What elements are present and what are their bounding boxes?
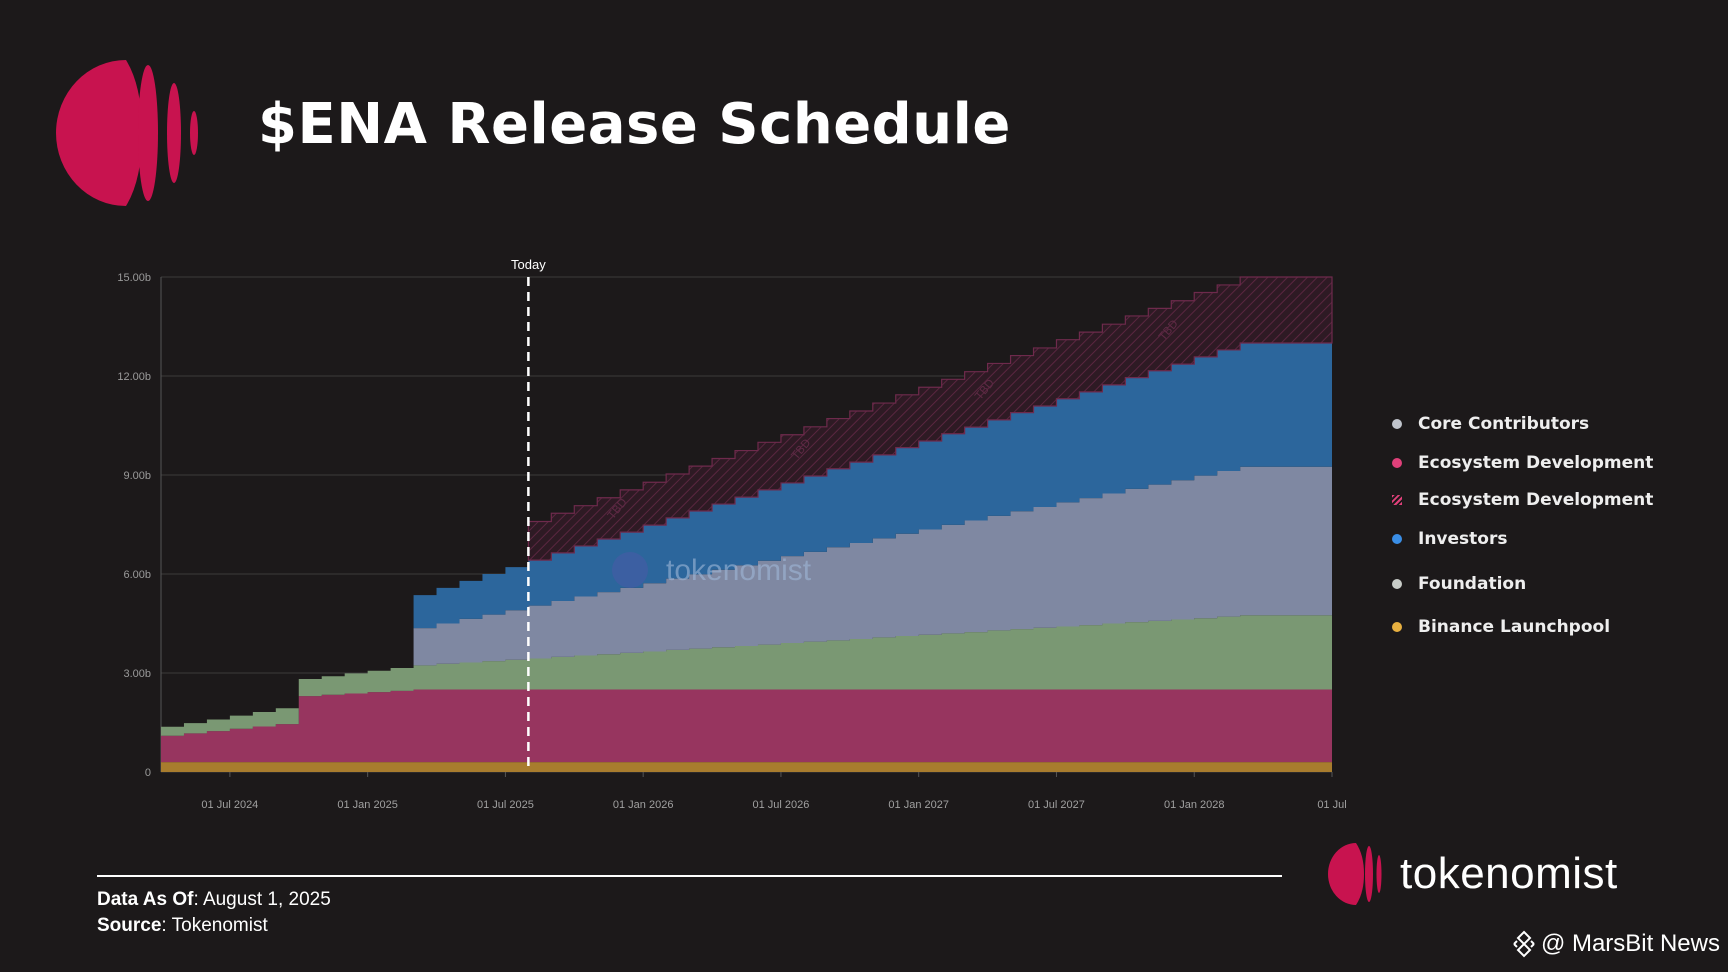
y-tick-label: 9.00b — [123, 470, 151, 482]
x-tick-label: 01 Jul 2025 — [477, 799, 534, 811]
page-title: $ENA Release Schedule — [258, 92, 1011, 157]
area-ecosystem-development-tbd — [527, 276, 1333, 561]
tokenomist-logo-icon — [56, 60, 198, 206]
x-tick-label: 01 Jul — [1317, 799, 1346, 811]
legend-label: Foundation — [1418, 574, 1527, 594]
footer-divider — [97, 875, 1282, 877]
legend-item-ecosystem-development-tbd[interactable]: Ecosystem Development — [1388, 490, 1653, 510]
legend-item-binance-launchpool[interactable]: Binance Launchpool — [1388, 617, 1610, 637]
data-as-of-value: : August 1, 2025 — [193, 889, 331, 910]
legend-dot-icon — [1392, 419, 1402, 429]
area-ecosystem-development — [161, 689, 1332, 763]
y-tick-label: 15.00b — [117, 272, 151, 284]
area-core-contributors — [413, 466, 1333, 666]
y-tick-label: 6.00b — [123, 569, 151, 581]
y-tick-label: 3.00b — [123, 668, 151, 680]
marsbit-credit: @ MarsBit News — [1511, 930, 1720, 958]
legend-dot-icon — [1392, 579, 1402, 589]
legend-item-ecosystem-development[interactable]: Ecosystem Development — [1388, 453, 1653, 473]
binance-square-icon — [1513, 930, 1535, 958]
x-tick-label: 01 Jan 2027 — [888, 799, 949, 811]
legend-label: Ecosystem Development — [1418, 453, 1654, 473]
legend-item-foundation[interactable]: Foundation — [1388, 574, 1526, 594]
y-tick-label: 12.00b — [117, 371, 151, 383]
data-as-of-label: Data As Of — [97, 889, 194, 910]
x-tick-label: 01 Jul 2027 — [1028, 799, 1085, 811]
legend-label: Ecosystem Development — [1418, 490, 1654, 510]
x-tick-label: 01 Jan 2026 — [613, 799, 674, 811]
legend-item-investors[interactable]: Investors — [1388, 529, 1507, 549]
area-foundation — [161, 615, 1332, 736]
area-investors — [413, 343, 1333, 629]
source-label: Source — [97, 915, 162, 936]
x-tick-label: 01 Jul 2024 — [201, 799, 258, 811]
legend-hatch-icon — [1392, 495, 1402, 505]
watermark-text: tokenomist — [666, 554, 812, 587]
x-tick-label: 01 Jan 2025 — [337, 799, 398, 811]
credit-text: @ MarsBit News — [1540, 930, 1720, 957]
brand-name: tokenomist — [1400, 849, 1618, 898]
area-binance-launchpool — [161, 762, 1332, 772]
legend-item-core-contributors[interactable]: Core Contributors — [1388, 414, 1589, 434]
tokenomist-brand: tokenomist — [1326, 843, 1618, 905]
x-tick-label: 01 Jan 2028 — [1164, 799, 1225, 811]
y-tick-label: 0 — [145, 767, 151, 779]
x-tick-label: 01 Jul 2026 — [752, 799, 809, 811]
legend-label: Investors — [1418, 529, 1508, 549]
watermark-logo-icon — [612, 552, 648, 588]
source: Source: Tokenomist — [97, 915, 268, 937]
legend-label: Binance Launchpool — [1418, 617, 1611, 637]
today-label: Today — [511, 257, 546, 272]
legend-dot-icon — [1392, 458, 1402, 468]
legend-dot-icon — [1392, 622, 1402, 632]
tokenomist-mark-icon — [1328, 843, 1382, 905]
release-schedule-chart: 0 3.00b 6.00b 9.00b 12.00b 15.00b 01 Jul 2024 0… — [117, 257, 1346, 811]
legend-dot-icon — [1392, 534, 1402, 544]
data-as-of: Data As Of: August 1, 2025 — [97, 889, 331, 911]
source-value: : Tokenomist — [161, 915, 268, 936]
legend-label: Core Contributors — [1418, 414, 1590, 434]
